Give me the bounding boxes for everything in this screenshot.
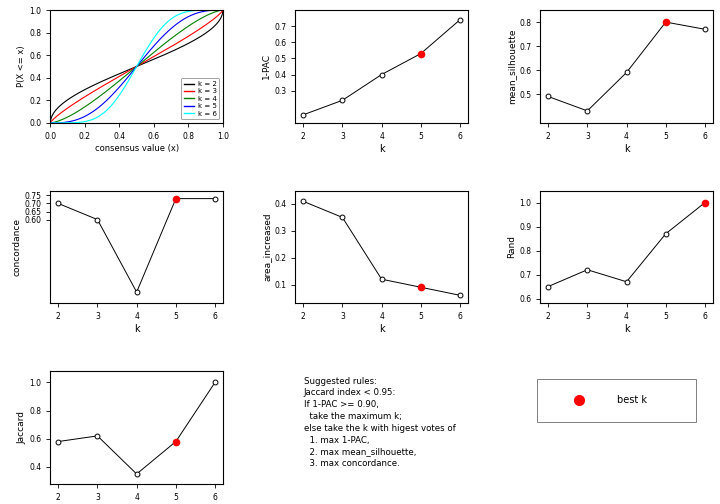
X-axis label: k: k <box>379 144 384 154</box>
X-axis label: k: k <box>624 144 629 154</box>
X-axis label: k: k <box>379 324 384 334</box>
Y-axis label: mean_silhouette: mean_silhouette <box>508 29 516 104</box>
Y-axis label: P(X <= x): P(X <= x) <box>17 46 27 87</box>
Y-axis label: concordance: concordance <box>12 218 22 276</box>
X-axis label: consensus value (x): consensus value (x) <box>94 144 179 153</box>
Text: best k: best k <box>617 395 647 405</box>
Y-axis label: 1-PAC: 1-PAC <box>262 53 271 80</box>
X-axis label: k: k <box>134 324 140 334</box>
Legend: k = 2, k = 3, k = 4, k = 5, k = 6: k = 2, k = 3, k = 4, k = 5, k = 6 <box>181 78 220 119</box>
Text: Suggested rules:
Jaccard index < 0.95:
If 1-PAC >= 0.90,
  take the maximum k;
e: Suggested rules: Jaccard index < 0.95: I… <box>304 376 456 468</box>
Bar <box>537 379 696 422</box>
Y-axis label: Rand: Rand <box>508 235 516 259</box>
X-axis label: k: k <box>624 324 629 334</box>
Y-axis label: Jaccard: Jaccard <box>17 411 27 444</box>
Y-axis label: area_increased: area_increased <box>262 213 271 281</box>
